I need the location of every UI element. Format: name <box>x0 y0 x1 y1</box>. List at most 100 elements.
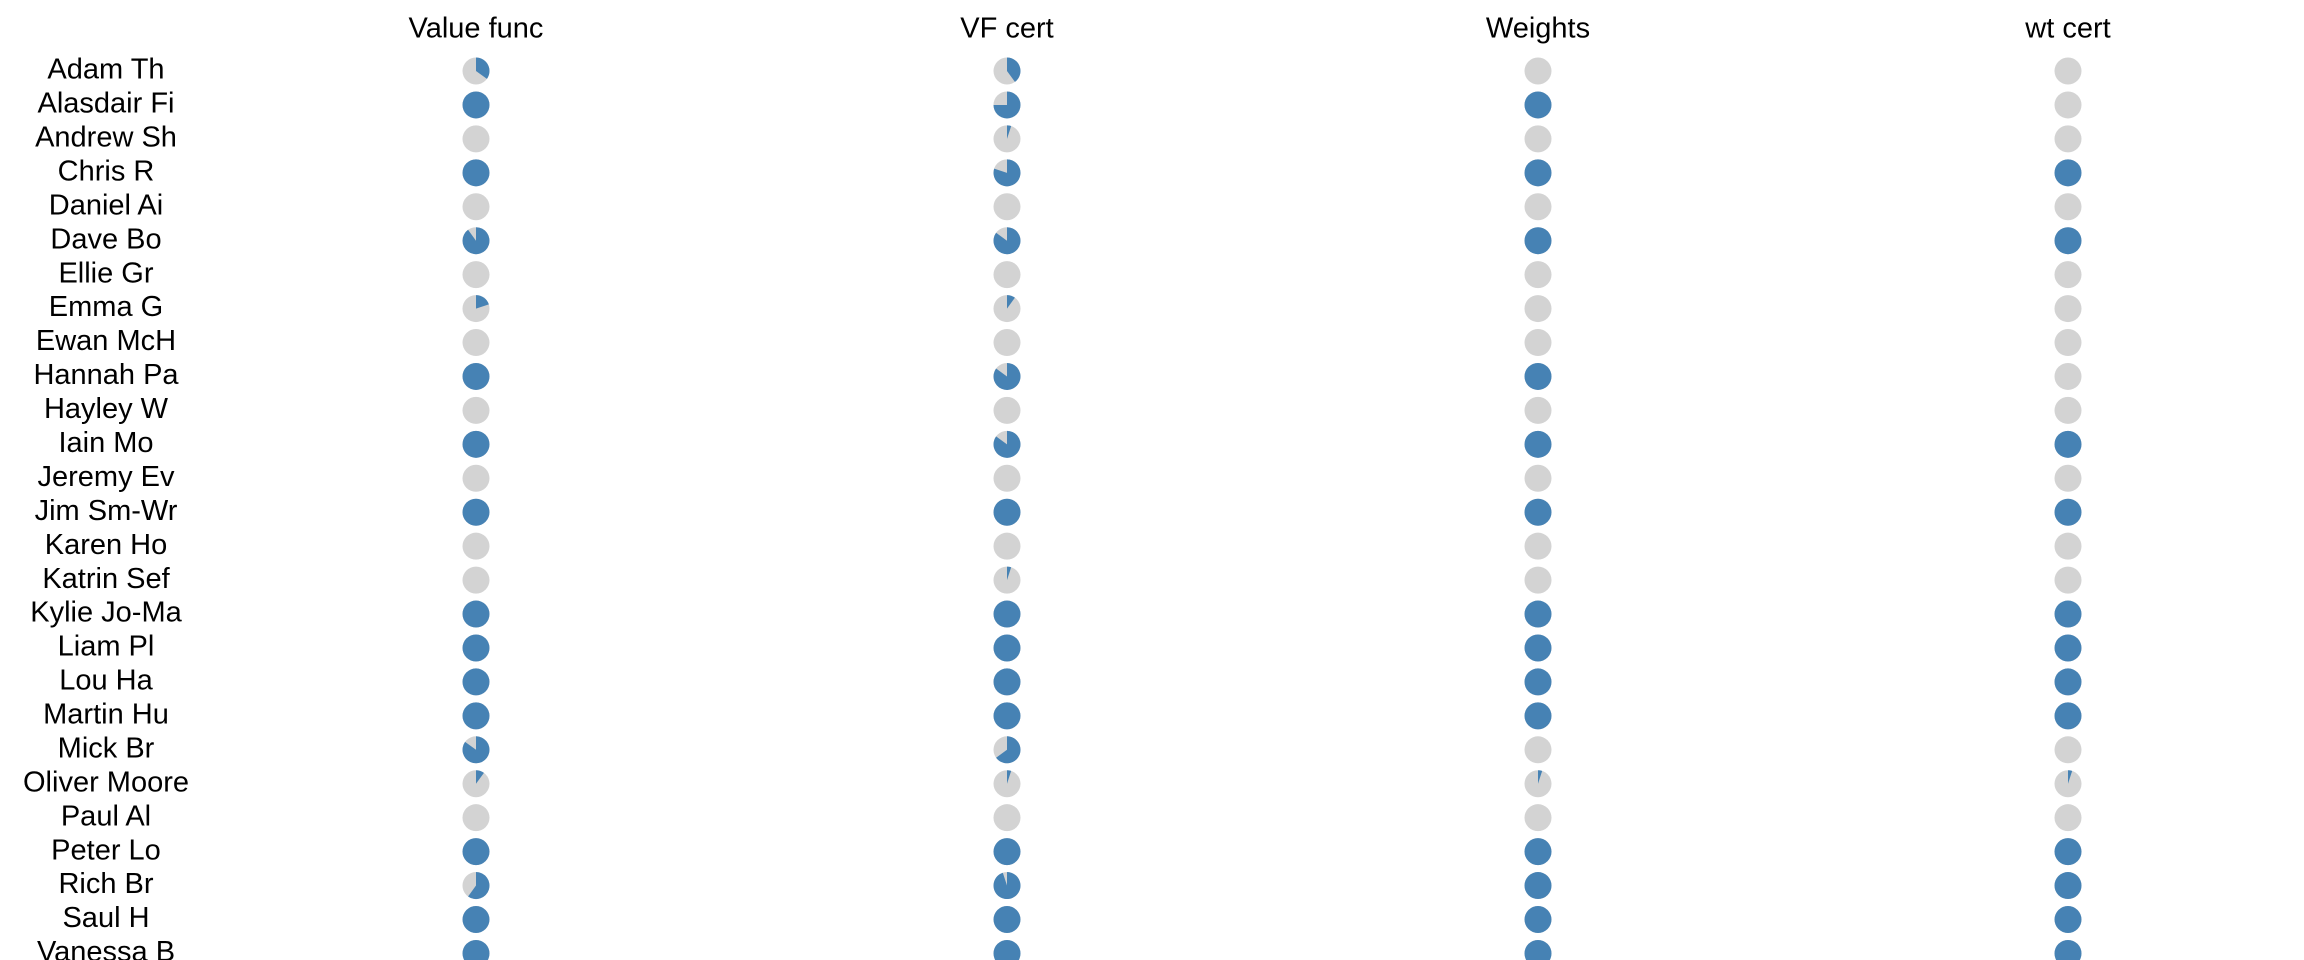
pie-slice <box>993 91 1021 119</box>
pie-ellie-gr-weights <box>1524 261 1552 289</box>
pie-dave-bo-value-func <box>462 227 490 255</box>
pie-kylie-jo-ma-weights <box>1524 600 1552 628</box>
pie-adam-th-vf-cert <box>993 57 1021 85</box>
pie-iain-mo-wt-cert <box>2054 430 2082 458</box>
pie-marks <box>462 57 2082 960</box>
pie-hannah-pa-weights <box>1524 362 1552 390</box>
pie-slice <box>476 295 489 309</box>
pie-background <box>993 396 1021 424</box>
row-label: Emma G <box>49 291 163 323</box>
pie-ellie-gr-value-func <box>462 261 490 289</box>
pie-background <box>1524 566 1552 594</box>
pie-karen-ho-value-func <box>462 532 490 560</box>
row-label: Chris R <box>58 155 155 187</box>
row-label: Alasdair Fi <box>38 88 175 120</box>
pie-emma-g-value-func <box>462 295 490 323</box>
pie-katrin-sef-vf-cert <box>993 566 1021 594</box>
pie-paul-al-weights <box>1524 804 1552 832</box>
pie-liam-pl-vf-cert <box>993 634 1021 662</box>
pie-mick-br-weights <box>1524 736 1552 764</box>
row-label: Jeremy Ev <box>38 461 175 493</box>
pie-paul-al-wt-cert <box>2054 804 2082 832</box>
pie-slice <box>993 668 1021 696</box>
pie-peter-lo-weights <box>1524 838 1552 866</box>
pie-slice <box>1007 125 1012 139</box>
pie-jeremy-ev-vf-cert <box>993 464 1021 492</box>
pie-slice <box>993 159 1021 187</box>
pie-lou-ha-wt-cert <box>2054 668 2082 696</box>
pie-mick-br-value-func <box>462 736 490 764</box>
pie-jeremy-ev-wt-cert <box>2054 464 2082 492</box>
pie-slice <box>462 702 490 730</box>
row-label: Ellie Gr <box>58 257 153 289</box>
pie-slice <box>462 430 490 458</box>
pie-background <box>1524 193 1552 221</box>
pie-adam-th-wt-cert <box>2054 57 2082 85</box>
pie-background <box>2054 532 2082 560</box>
pie-slice <box>462 227 490 255</box>
pie-vanessa-b-wt-cert <box>2054 939 2082 960</box>
pie-slice <box>993 498 1021 526</box>
pie-rich-br-weights <box>1524 872 1552 900</box>
pie-hayley-w-value-func <box>462 396 490 424</box>
pie-peter-lo-vf-cert <box>993 838 1021 866</box>
pie-kylie-jo-ma-value-func <box>462 600 490 628</box>
pie-slice <box>1524 838 1552 866</box>
pie-katrin-sef-value-func <box>462 566 490 594</box>
pie-slice <box>462 600 490 628</box>
pie-karen-ho-wt-cert <box>2054 532 2082 560</box>
pie-background <box>1524 329 1552 357</box>
pie-daniel-ai-value-func <box>462 193 490 221</box>
pie-alasdair-fi-weights <box>1524 91 1552 119</box>
pie-karen-ho-weights <box>1524 532 1552 560</box>
pie-slice <box>1524 498 1552 526</box>
row-label: Liam Pl <box>58 631 155 663</box>
pie-oliver-moore-wt-cert <box>2054 770 2082 798</box>
pie-oliver-moore-vf-cert <box>993 770 1021 798</box>
pie-background <box>1524 396 1552 424</box>
pie-martin-hu-value-func <box>462 702 490 730</box>
pie-slice <box>462 91 490 119</box>
row-label: Adam Th <box>47 54 164 86</box>
pie-slice <box>2054 600 2082 628</box>
pie-slice <box>2054 498 2082 526</box>
pie-slice <box>2054 159 2082 187</box>
row-label: Karen Ho <box>45 529 168 561</box>
row-label: Hannah Pa <box>33 359 179 391</box>
pie-hayley-w-weights <box>1524 396 1552 424</box>
pie-slice <box>993 362 1021 390</box>
pie-vanessa-b-weights <box>1524 939 1552 960</box>
pie-lou-ha-value-func <box>462 668 490 696</box>
pie-slice <box>1007 57 1021 82</box>
pie-rich-br-wt-cert <box>2054 872 2082 900</box>
pie-background <box>993 261 1021 289</box>
pie-slice <box>2054 906 2082 933</box>
pie-background <box>2054 125 2082 153</box>
pie-slice <box>1538 770 1543 784</box>
pie-slice <box>993 702 1021 730</box>
pie-slice <box>993 872 1021 900</box>
row-label: Kylie Jo-Ma <box>30 597 182 629</box>
pie-katrin-sef-wt-cert <box>2054 566 2082 594</box>
pie-emma-g-wt-cert <box>2054 295 2082 323</box>
pie-background <box>2054 295 2082 323</box>
pie-emma-g-weights <box>1524 295 1552 323</box>
pie-slice <box>993 600 1021 628</box>
pie-background <box>2054 804 2082 832</box>
pie-slice <box>1524 91 1552 119</box>
pie-jim-sm-wr-weights <box>1524 498 1552 526</box>
pie-emma-g-vf-cert <box>993 295 1021 323</box>
pie-background <box>993 532 1021 560</box>
pie-martin-hu-weights <box>1524 702 1552 730</box>
pie-slice <box>993 939 1021 960</box>
pie-background <box>2054 57 2082 85</box>
pie-hayley-w-wt-cert <box>2054 396 2082 424</box>
pie-liam-pl-weights <box>1524 634 1552 662</box>
column-headers: Value func VF cert Weights wt cert <box>409 13 2111 45</box>
pie-slice <box>462 939 490 960</box>
row-label: Martin Hu <box>43 699 169 731</box>
pie-andrew-sh-weights <box>1524 125 1552 153</box>
pie-saul-h-vf-cert <box>993 906 1021 933</box>
pie-peter-lo-wt-cert <box>2054 838 2082 866</box>
